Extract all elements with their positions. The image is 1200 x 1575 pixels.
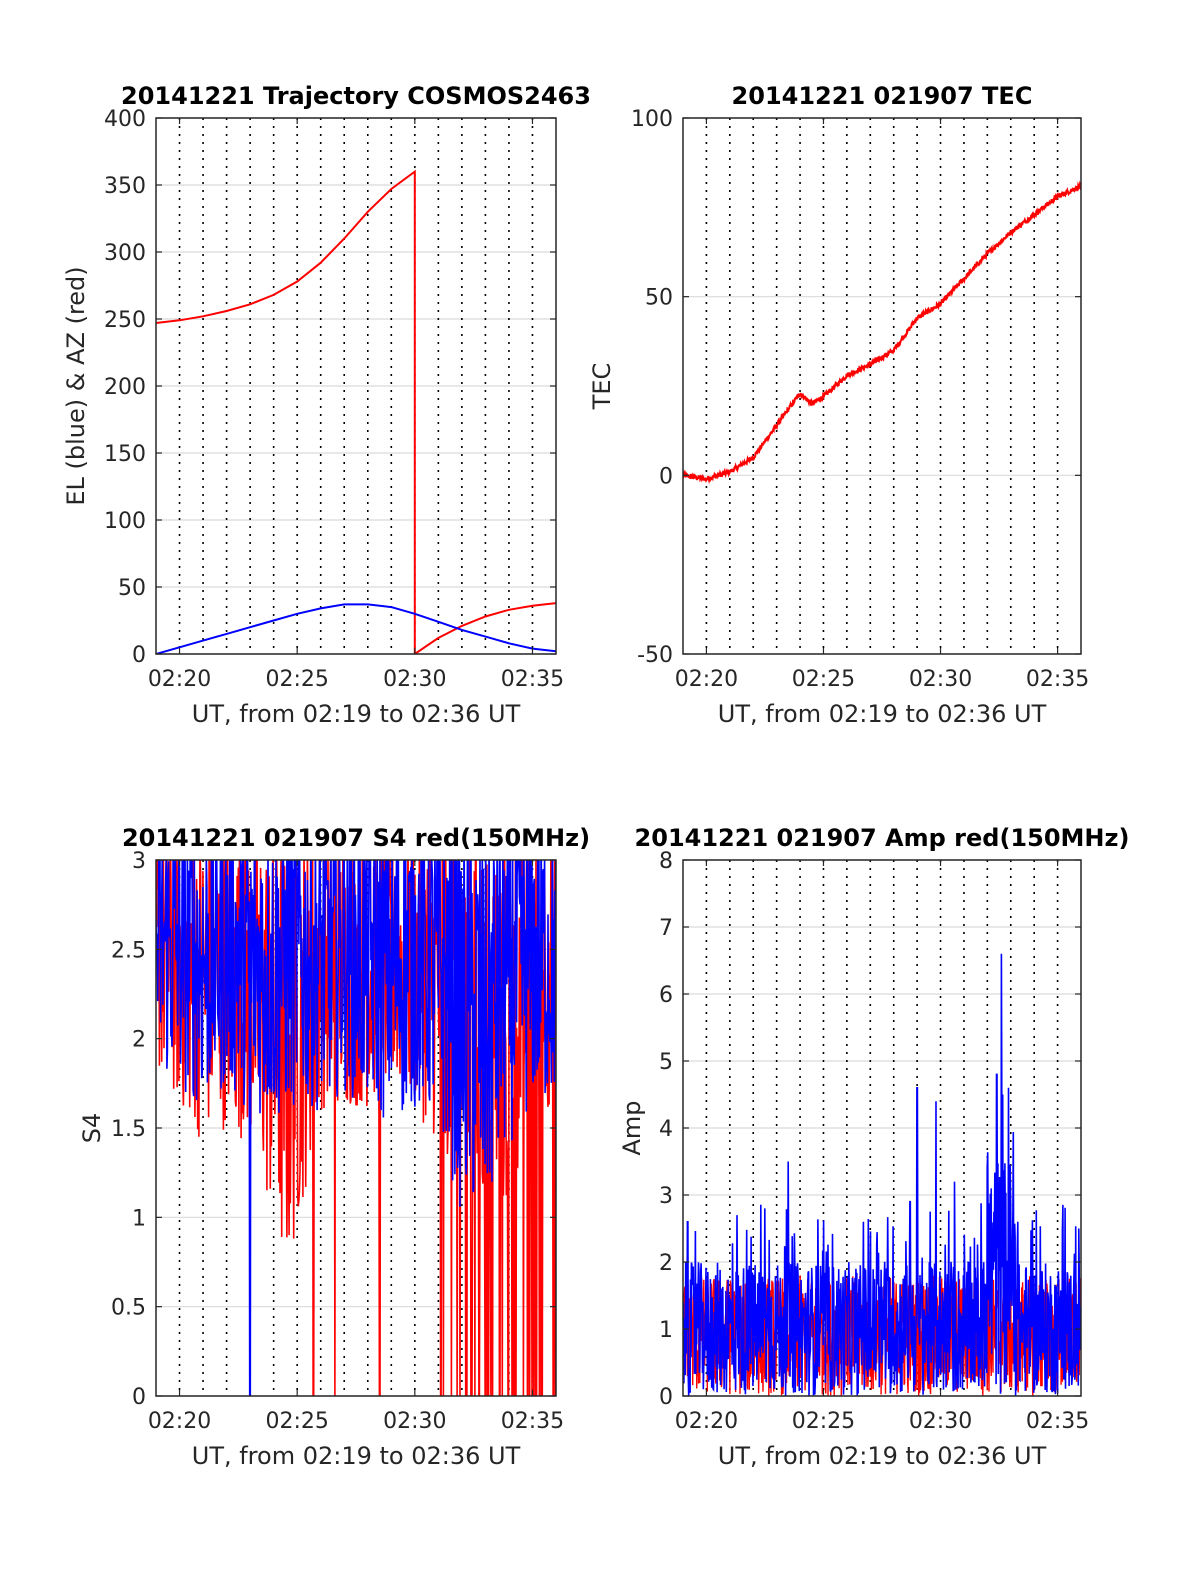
y-tick-label: 0 <box>132 1385 146 1410</box>
tec-ylabel: TEC <box>588 363 616 411</box>
amp-panel: 0 1 2 3 4 5 6 7 8 02:20 02:25 02:30 02:35 20141221 0… <box>618 824 1129 1470</box>
y-tick-label: 250 <box>104 308 146 333</box>
y-tick-label: 0 <box>659 1385 673 1410</box>
tec-grid <box>683 117 1081 655</box>
trajectory-grid <box>156 117 556 655</box>
amp-plot-area <box>683 953 1081 1396</box>
x-tick-label: 02:20 <box>148 1409 211 1434</box>
x-tick-label: 02:25 <box>265 667 328 692</box>
tec-ticks: -50 0 50 100 02:20 02:25 02:30 02:35 <box>631 107 1089 692</box>
tec-series-line <box>683 180 1081 485</box>
x-tick-label: 02:30 <box>383 667 446 692</box>
y-tick-label: 2 <box>132 1028 146 1053</box>
x-tick-label: 02:30 <box>383 1409 446 1434</box>
trajectory-plot-area <box>156 169 556 654</box>
y-tick-label: 8 <box>659 849 673 874</box>
trajectory-title: 20141221 Trajectory COSMOS2463 <box>121 82 591 110</box>
y-tick-label: 50 <box>118 576 146 601</box>
x-tick-label: 02:20 <box>675 667 738 692</box>
trajectory-xlabel: UT, from 02:19 to 02:36 UT <box>192 700 521 728</box>
tec-title: 20141221 021907 TEC <box>732 82 1033 110</box>
s4-series <box>156 860 556 1396</box>
tec-axes-box <box>682 117 1082 655</box>
y-tick-label: 5 <box>659 1050 673 1075</box>
y-tick-label: 1.5 <box>111 1117 146 1142</box>
y-tick-label: 6 <box>659 983 673 1008</box>
tec-minute-lines <box>705 118 1059 654</box>
x-tick-label: 02:35 <box>501 1409 564 1434</box>
trajectory-ticks: 0 50 100 150 200 250 300 350 400 02:20 02:25 02:30 0… <box>104 107 564 692</box>
s4-ylabel: S4 <box>78 1113 106 1144</box>
x-tick-label: 02:20 <box>148 667 211 692</box>
y-tick-label: 4 <box>659 1117 673 1142</box>
s4-panel: 0 0.5 1 1.5 2 2.5 3 02:20 02:25 02:30 02:35 201412… <box>78 824 590 1470</box>
y-tick-label: 300 <box>104 241 146 266</box>
y-tick-label: 0 <box>659 464 673 489</box>
tec-plot-area <box>683 180 1081 485</box>
amp-xlabel: UT, from 02:19 to 02:36 UT <box>718 1442 1047 1470</box>
y-tick-label: 100 <box>104 509 146 534</box>
amp-minute-lines <box>705 860 1059 1396</box>
amp-ticks: 0 1 2 3 4 5 6 7 8 02:20 02:25 02:30 02:35 <box>659 849 1089 1434</box>
amp-ylabel: Amp <box>618 1100 646 1155</box>
y-tick-label: 1 <box>132 1206 146 1231</box>
trajectory-ylabel: EL (blue) & AZ (red) <box>62 266 90 505</box>
amp-series <box>683 953 1081 1396</box>
tec-panel: -50 0 50 100 02:20 02:25 02:30 02:35 20141221 0… <box>588 82 1089 728</box>
s4-title: 20141221 021907 S4 red(150MHz) <box>122 824 590 852</box>
y-tick-label: 7 <box>659 916 673 941</box>
s4-plot-area <box>156 860 556 1396</box>
y-tick-label: 3 <box>132 849 146 874</box>
x-tick-label: 02:25 <box>792 667 855 692</box>
x-tick-label: 02:35 <box>1026 1409 1089 1434</box>
y-tick-label: 3 <box>659 1184 673 1209</box>
y-tick-label: 400 <box>104 107 146 132</box>
series-line-blue <box>156 603 556 654</box>
s4-blue-series <box>156 860 556 1396</box>
y-tick-label: 1 <box>659 1318 673 1343</box>
x-tick-label: 02:35 <box>1026 667 1089 692</box>
y-tick-label: -50 <box>637 643 673 668</box>
x-tick-label: 02:30 <box>909 1409 972 1434</box>
y-tick-label: 0.5 <box>111 1296 146 1321</box>
s4-ticks: 0 0.5 1 1.5 2 2.5 3 02:20 02:25 02:30 02:35 <box>111 849 564 1434</box>
x-tick-label: 02:35 <box>501 667 564 692</box>
y-tick-label: 150 <box>104 442 146 467</box>
amp-blue-series <box>683 953 1081 1396</box>
s4-xlabel: UT, from 02:19 to 02:36 UT <box>192 1442 521 1470</box>
tec-series <box>683 180 1081 485</box>
y-tick-label: 100 <box>631 107 673 132</box>
x-tick-label: 02:30 <box>909 667 972 692</box>
x-tick-label: 02:20 <box>675 1409 738 1434</box>
trajectory-series <box>156 169 556 654</box>
y-tick-label: 0 <box>132 643 146 668</box>
amp-title: 20141221 021907 Amp red(150MHz) <box>635 824 1130 852</box>
y-tick-label: 200 <box>104 375 146 400</box>
y-tick-label: 2 <box>659 1251 673 1276</box>
y-tick-label: 50 <box>645 286 673 311</box>
y-tick-label: 2.5 <box>111 938 146 963</box>
y-tick-label: 350 <box>104 174 146 199</box>
x-tick-label: 02:25 <box>792 1409 855 1434</box>
tec-xlabel: UT, from 02:19 to 02:36 UT <box>718 700 1047 728</box>
x-tick-label: 02:25 <box>265 1409 328 1434</box>
series-line-red <box>156 169 556 654</box>
trajectory-panel: 0 50 100 150 200 250 300 350 400 02:20 02:25 02:30 0… <box>62 82 591 728</box>
